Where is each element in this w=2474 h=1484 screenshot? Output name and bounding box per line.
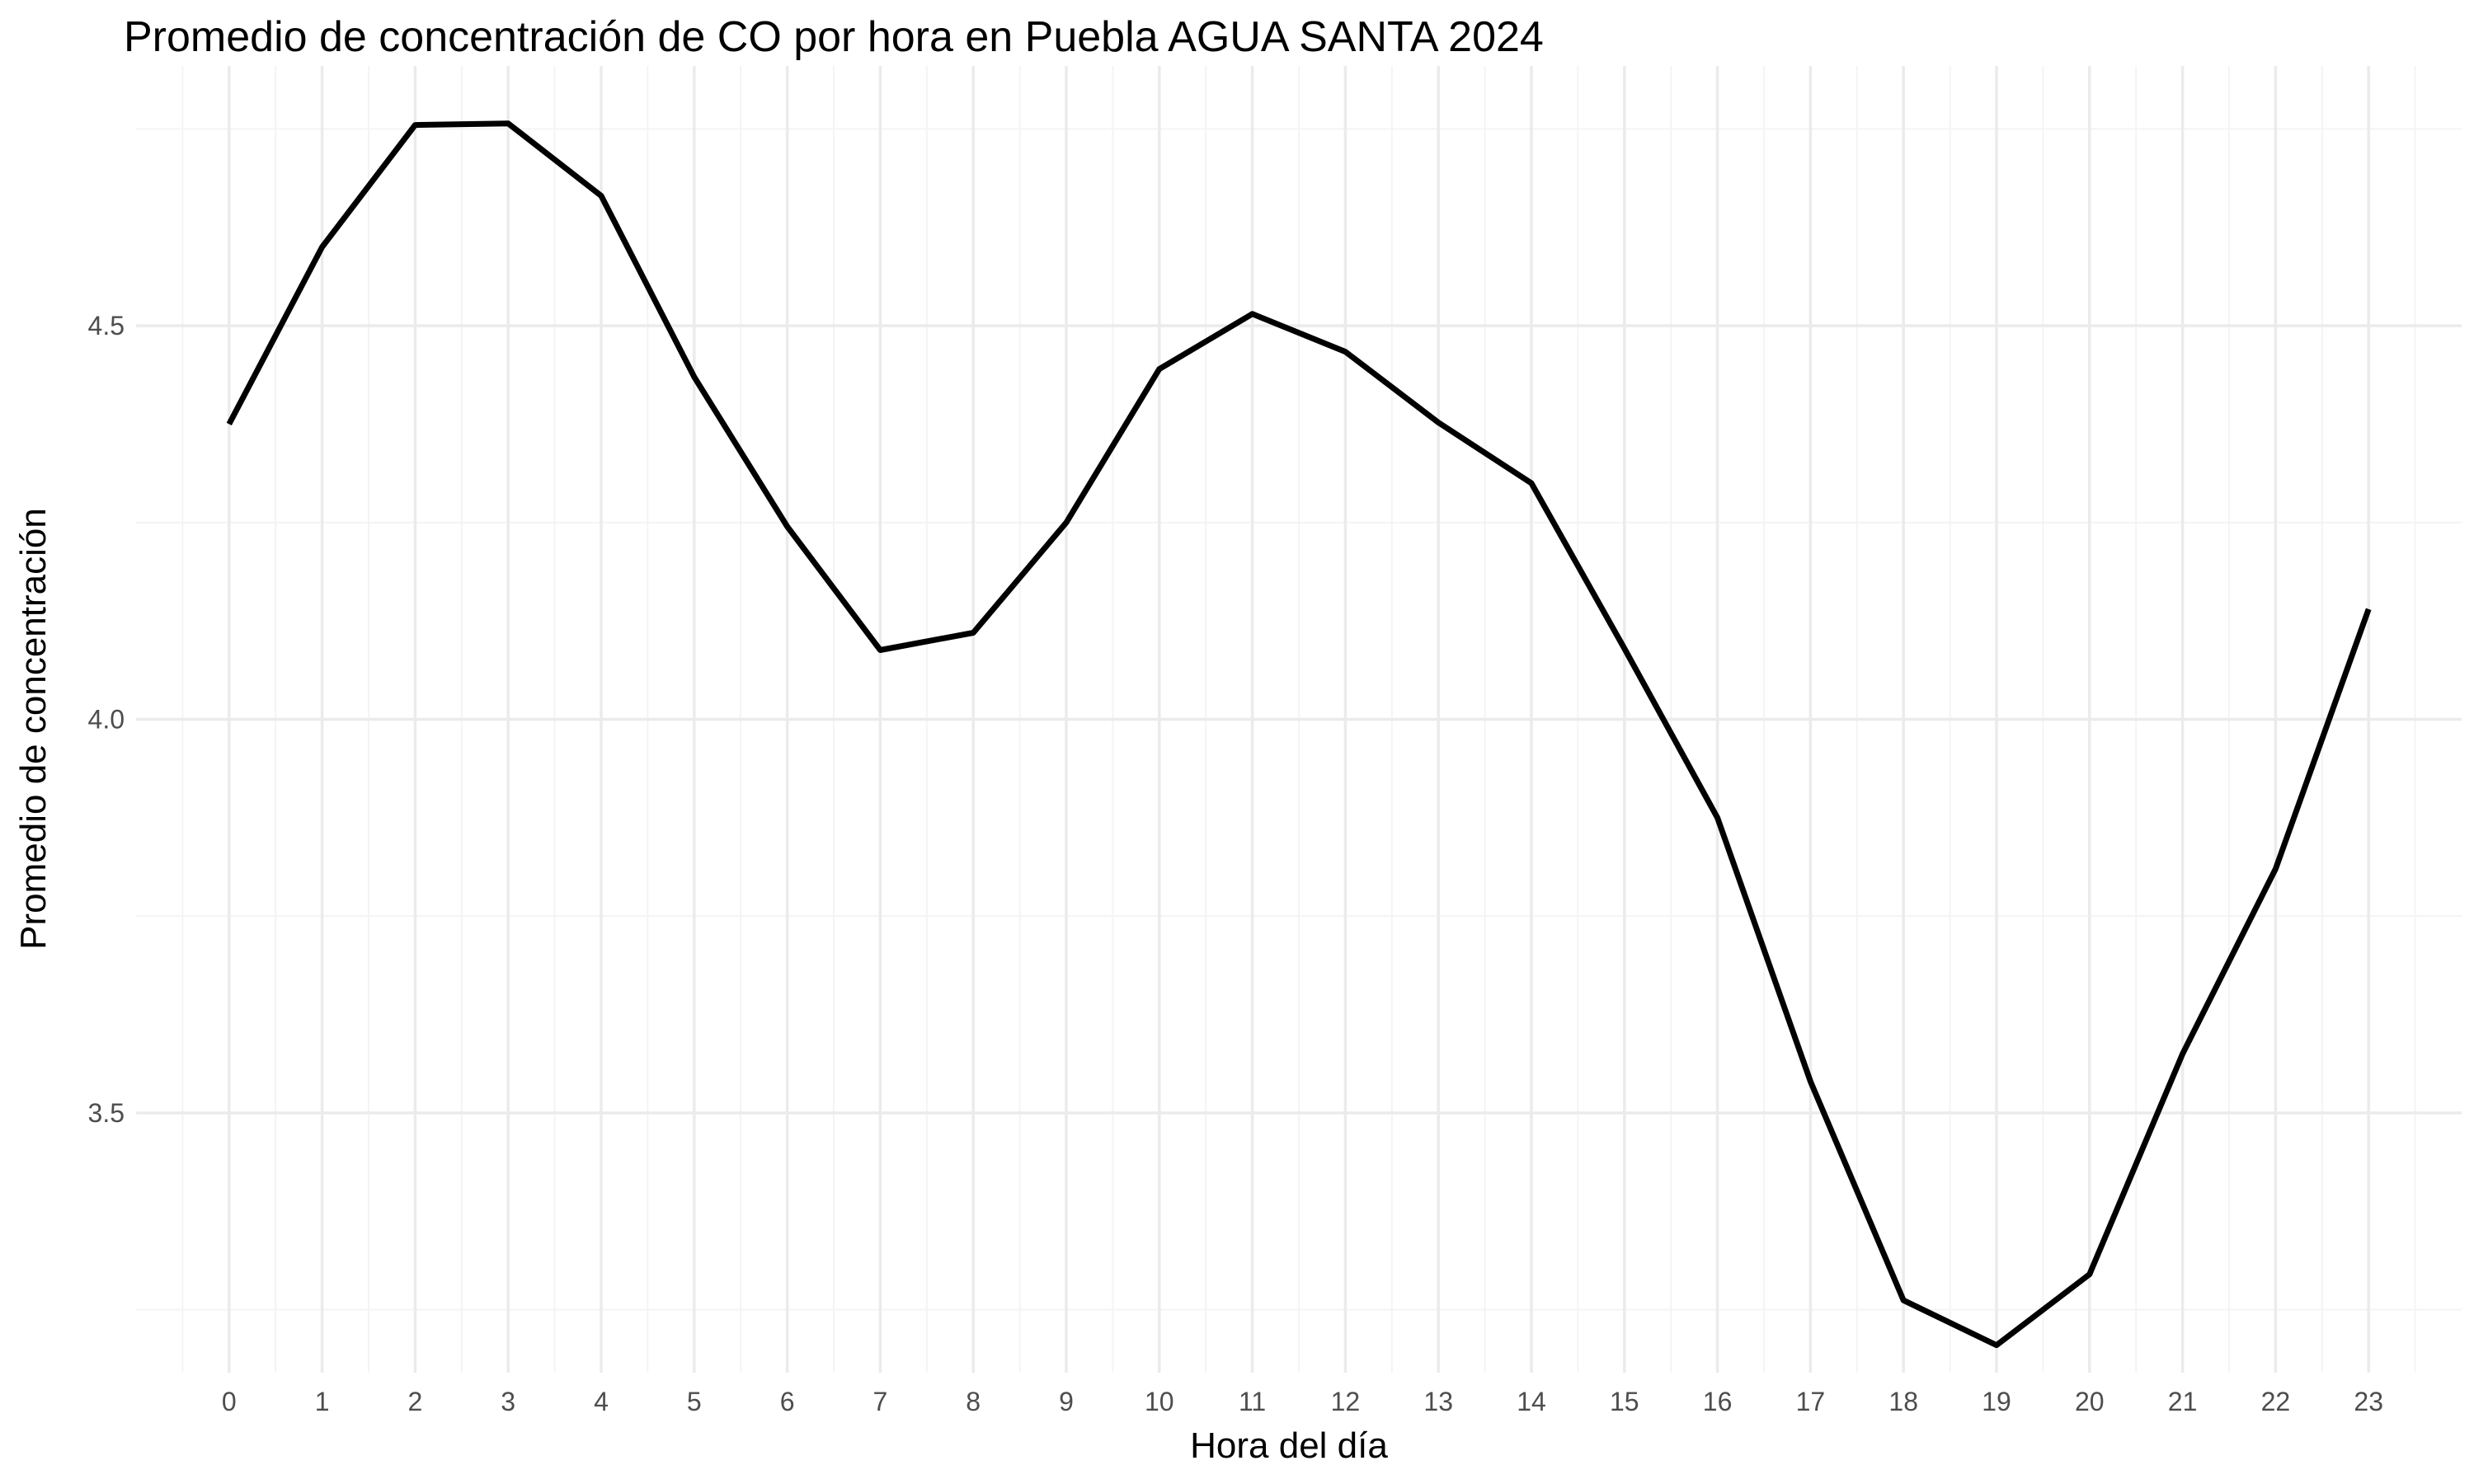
x-tick-label: 15 [1610, 1387, 1639, 1416]
grid-lines [136, 66, 2462, 1373]
x-tick-label: 2 [408, 1387, 423, 1416]
x-tick-label: 3 [501, 1387, 515, 1416]
x-tick-label: 1 [315, 1387, 330, 1416]
x-tick-label: 21 [2168, 1387, 2198, 1416]
x-tick-label: 9 [1059, 1387, 1074, 1416]
x-tick-label: 16 [1703, 1387, 1733, 1416]
x-tick-label: 20 [2075, 1387, 2105, 1416]
x-tick-label: 5 [687, 1387, 702, 1416]
x-tick-label: 7 [873, 1387, 888, 1416]
x-tick-label: 13 [1423, 1387, 1453, 1416]
x-tick-label: 8 [966, 1387, 981, 1416]
x-tick-label: 4 [594, 1387, 609, 1416]
x-tick-label: 19 [1982, 1387, 2011, 1416]
x-tick-label: 18 [1888, 1387, 1918, 1416]
x-tick-label: 6 [780, 1387, 795, 1416]
x-axis-title: Hora del día [1190, 1425, 1388, 1466]
y-tick-label: 4.0 [88, 705, 125, 735]
y-tick-label: 3.5 [88, 1098, 125, 1128]
series-layer [226, 120, 2372, 1349]
chart-title: Promedio de concentración de CO por hora… [124, 13, 1544, 61]
y-axis-tick-labels: 3.5 4.0 4.5 [88, 311, 125, 1128]
y-tick-label: 4.5 [88, 311, 125, 340]
x-axis-tick-labels: 0 1 2 3 4 5 6 7 8 9 10 11 12 13 14 15 16 17 18 19 20 21 22 23 [222, 1387, 2383, 1416]
x-tick-label: 11 [1239, 1387, 1266, 1416]
x-tick-label: 14 [1517, 1387, 1546, 1416]
y-axis-title: Promedio de concentración [13, 508, 54, 950]
x-tick-label: 17 [1796, 1387, 1826, 1416]
series-line [226, 120, 2372, 1349]
x-tick-label: 12 [1331, 1387, 1361, 1416]
x-tick-label: 10 [1145, 1387, 1174, 1416]
x-tick-label: 0 [222, 1387, 237, 1416]
x-tick-label: 23 [2354, 1387, 2383, 1416]
x-tick-label: 22 [2261, 1387, 2291, 1416]
